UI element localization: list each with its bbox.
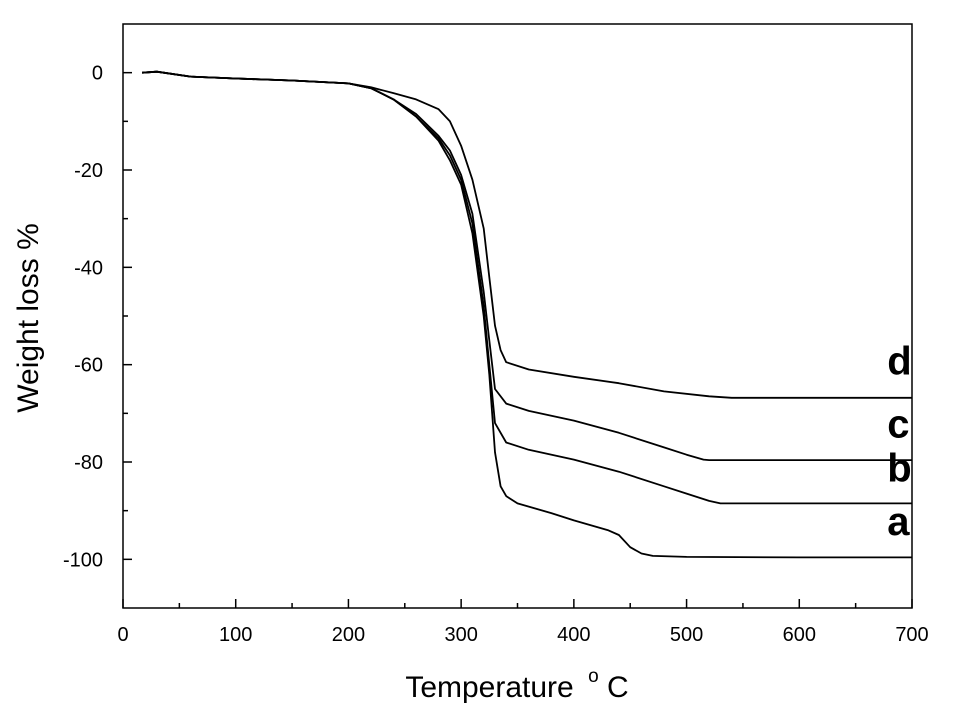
curve-a bbox=[142, 70, 912, 559]
y-axis-title: Weight loss % bbox=[12, 223, 45, 413]
curve-label-a: a bbox=[887, 500, 910, 544]
curves bbox=[142, 70, 912, 559]
plot-frame bbox=[122, 23, 913, 609]
x-tick-label: 600 bbox=[783, 624, 816, 646]
x-tick-label: 700 bbox=[895, 624, 928, 646]
axis-ticks bbox=[122, 71, 913, 608]
x-tick-label: 200 bbox=[332, 624, 365, 646]
x-axis-title: Temperature o C bbox=[405, 656, 628, 704]
x-axis-title-text: Temperature bbox=[405, 671, 573, 704]
curve-label-b: b bbox=[887, 446, 911, 490]
x-tick-label: 300 bbox=[444, 624, 477, 646]
curve-label-c: c bbox=[887, 403, 909, 447]
x-tick-label: 400 bbox=[557, 624, 590, 646]
y-tick-label: -80 bbox=[74, 452, 103, 474]
x-tick-labels: 0 100 200 300 400 500 600 700 bbox=[117, 624, 928, 646]
curve-d bbox=[142, 70, 912, 399]
x-axis-unit: C bbox=[607, 671, 629, 704]
y-tick-label: -40 bbox=[74, 257, 103, 279]
y-tick-labels: 0 -20 -40 -60 -80 -100 bbox=[63, 63, 103, 572]
y-tick-label: -20 bbox=[74, 160, 103, 182]
x-tick-label: 100 bbox=[219, 624, 252, 646]
y-tick-label: -60 bbox=[74, 355, 103, 377]
y-tick-label: 0 bbox=[92, 63, 103, 85]
y-tick-label: -100 bbox=[63, 549, 103, 571]
x-tick-label: 0 bbox=[117, 624, 128, 646]
curve-label-d: d bbox=[887, 339, 911, 383]
curve-c bbox=[142, 70, 912, 461]
x-axis-degree-symbol: o bbox=[588, 666, 599, 687]
x-tick-label: 500 bbox=[670, 624, 703, 646]
curve-b bbox=[142, 70, 912, 505]
